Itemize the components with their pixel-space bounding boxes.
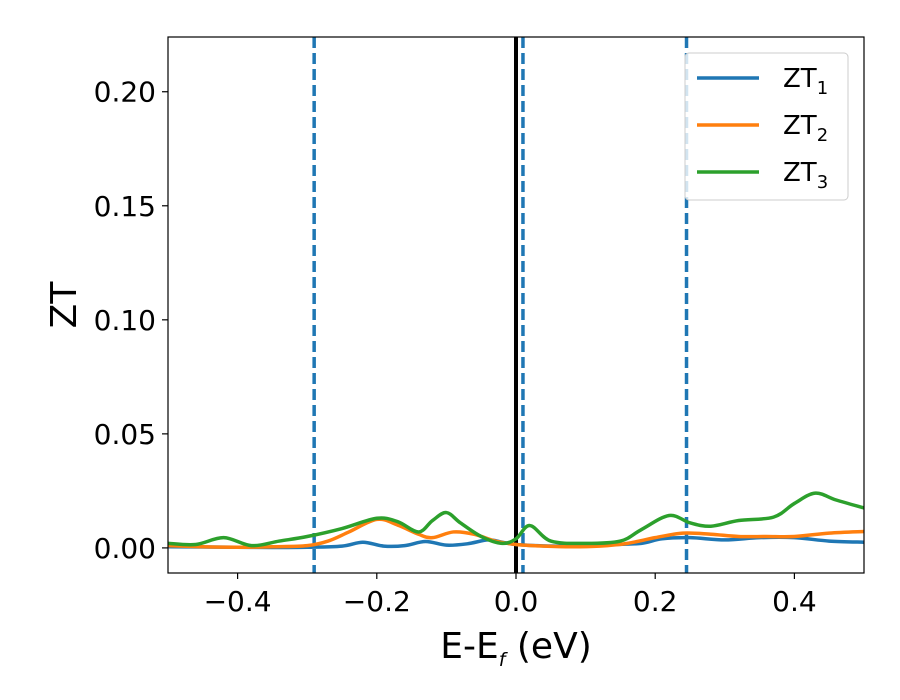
legend: ZT1 ZT2 ZT3 [684,52,849,201]
legend-label-2: ZT2 [783,111,828,146]
legend-label-3: ZT3 [783,158,828,193]
x-tick-label: −0.2 [343,585,411,618]
y-tick-label: 0.05 [94,418,156,451]
y-tick-label: 0.15 [94,190,156,223]
series-lines [168,491,864,550]
y-tick-label: 0.20 [94,76,156,109]
x-axis-label-subscript: f [499,649,509,671]
x-axis-label-suffix: (eV) [505,626,591,667]
x-tick-label: 0.2 [633,585,678,618]
x-tick-label: 0.0 [494,585,539,618]
y-axis-label: ZT [44,281,85,329]
x-tick-label: 0.4 [772,585,817,618]
y-tick-label: 0.00 [94,532,156,565]
series-line-3 [168,491,864,548]
legend-label-1: ZT1 [783,64,828,99]
reference-lines [312,37,689,573]
y-tick-label: 0.10 [94,304,156,337]
legend-box [684,52,849,201]
x-tick-label: −0.4 [204,585,272,618]
x-axis-label-main: E-E [440,626,498,667]
axis-ticks: −0.4 −0.2 0.0 0.2 0.4 0.00 0.05 0.10 0.15 0.20 [94,76,817,618]
x-axis-label: E-Ef (eV) [440,626,592,671]
